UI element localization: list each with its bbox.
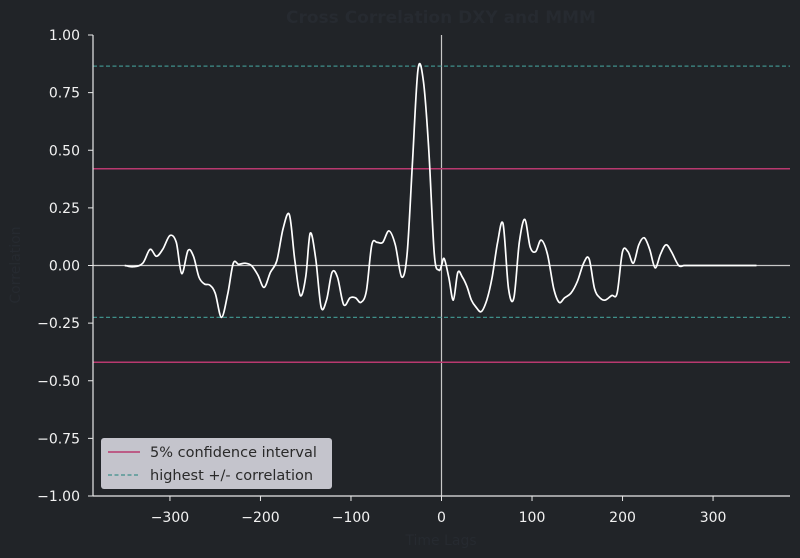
legend: 5% confidence interval highest +/- corre…: [101, 438, 332, 489]
series-layer: [124, 62, 757, 319]
chart-title: Cross Correlation DXY and MMM: [286, 8, 596, 28]
y-tick-label: 0.00: [49, 259, 80, 275]
y-tick-label: 0.25: [49, 201, 80, 217]
x-tick-label: 0: [437, 510, 446, 526]
legend-label-highest: highest +/- correlation: [150, 468, 313, 484]
y-tick-label: −1.00: [37, 489, 80, 505]
y-axis-ticks: −1.00 −0.75 −0.50 −0.25 0.00 0.25 0.50 0.75 1.00: [37, 28, 93, 505]
y-axis-label: Correlation: [8, 226, 24, 303]
series-line-0: [124, 62, 757, 319]
x-tick-label: 300: [700, 510, 727, 526]
x-tick-label: −200: [241, 510, 279, 526]
legend-label-confidence: 5% confidence interval: [150, 445, 317, 461]
x-tick-label: −100: [332, 510, 370, 526]
y-tick-label: −0.50: [37, 374, 80, 390]
x-tick-label: 100: [519, 510, 546, 526]
legend-box: [101, 438, 332, 489]
x-tick-label: 200: [609, 510, 636, 526]
x-axis-ticks: −300 −200 −100 0 100 200 300: [151, 496, 727, 526]
x-tick-label: −300: [151, 510, 189, 526]
y-tick-label: 0.50: [49, 143, 80, 159]
y-tick-label: −0.75: [37, 431, 80, 447]
x-axis-label: Time Lags: [404, 533, 476, 549]
y-tick-label: −0.25: [37, 316, 80, 332]
y-tick-label: 1.00: [49, 28, 80, 44]
y-tick-label: 0.75: [49, 86, 80, 102]
